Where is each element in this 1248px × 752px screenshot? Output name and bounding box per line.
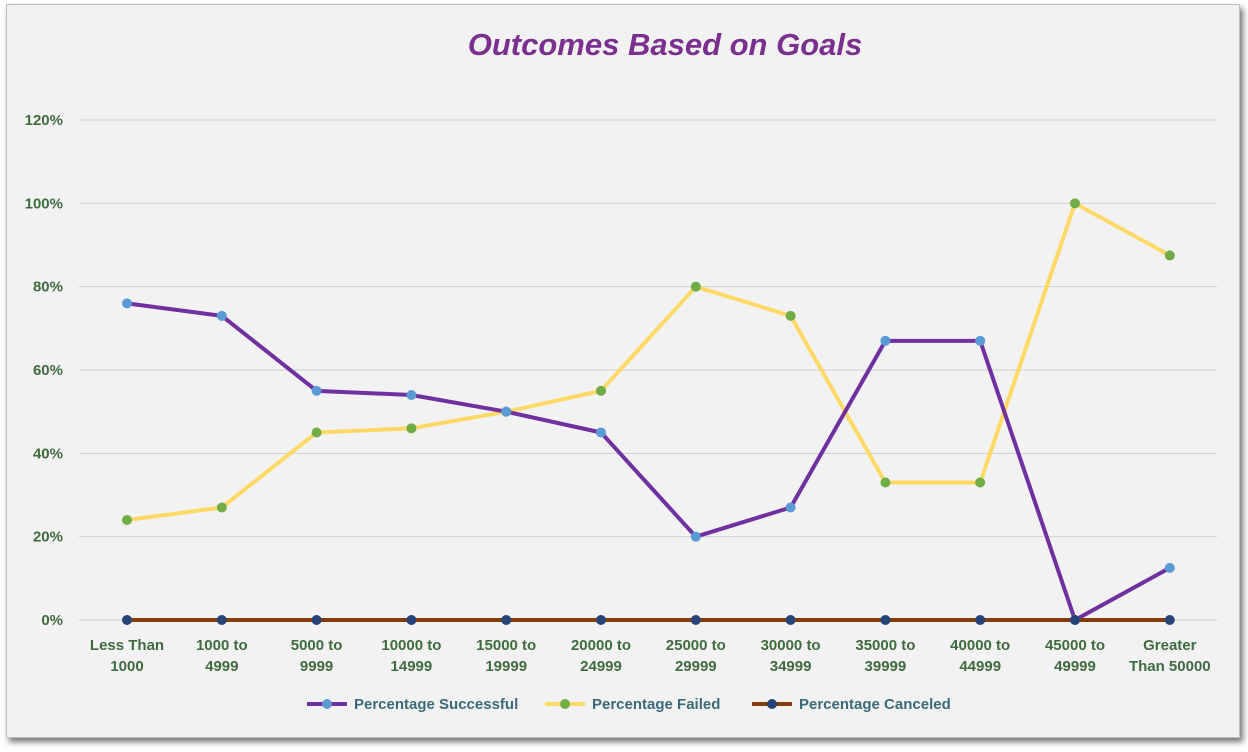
y-axis: 0% 20% 40% 60% 80% 100% 120%: [25, 112, 63, 629]
x-tick-label: 15000 to 19999: [476, 637, 536, 675]
data-point: [501, 406, 512, 417]
x-tick-label: 40000 to 44999: [950, 637, 1010, 675]
x-axis: Less Than 1000 1000 to 4999 5000 to 9999 10000…: [90, 637, 1211, 675]
x-tick-label: 20000 to 24999: [571, 637, 631, 675]
legend: Percentage Successful Percentage Failed Pe…: [307, 696, 951, 713]
data-point: [501, 615, 512, 625]
x-tick-label: 30000 to 34999: [761, 637, 821, 675]
x-tick-label: 10000 to 14999: [381, 637, 441, 675]
x-tick-label-line: 24999: [580, 658, 622, 675]
data-point: [975, 477, 986, 488]
legend-item: Percentage Successful: [307, 696, 518, 713]
x-tick-label: 25000 to 29999: [666, 637, 726, 675]
data-point: [122, 515, 132, 525]
data-point: [690, 531, 701, 542]
x-tick-label-line: 30000 to: [761, 637, 821, 654]
y-tick-label: 60%: [33, 362, 63, 379]
data-point: [406, 423, 417, 434]
data-point: [122, 615, 132, 625]
data-point: [785, 310, 796, 321]
x-tick-label: 1000 to 4999: [196, 637, 248, 675]
data-point: [880, 335, 891, 346]
data-point: [406, 390, 417, 400]
x-tick-label-line: 49999: [1054, 658, 1096, 675]
x-tick-label-line: 29999: [675, 658, 717, 675]
data-point: [1164, 562, 1175, 573]
series-lines: [125, 201, 1172, 622]
x-tick-label-line: Than 50000: [1129, 658, 1211, 675]
data-point: [596, 615, 606, 625]
data-point: [690, 615, 701, 625]
x-tick-label-line: 10000 to: [381, 637, 441, 654]
x-tick-label-line: 39999: [865, 658, 907, 675]
x-tick-label-line: 15000 to: [476, 637, 536, 654]
y-tick-label: 120%: [25, 112, 63, 129]
data-point: [1070, 198, 1080, 209]
data-point: [1164, 615, 1175, 625]
gridlines: [79, 119, 1217, 621]
data-point: [880, 615, 891, 625]
x-tick-label: 45000 to 49999: [1045, 637, 1105, 675]
data-point: [880, 477, 891, 488]
x-tick-label-line: 9999: [300, 658, 333, 675]
x-tick-label-line: 45000 to: [1045, 637, 1105, 654]
data-point: [975, 335, 986, 346]
x-tick-label-line: 19999: [485, 658, 527, 675]
x-tick-label-line: 20000 to: [571, 637, 631, 654]
data-point: [596, 385, 606, 396]
data-point: [311, 385, 322, 396]
legend-label: Percentage Failed: [592, 696, 720, 713]
x-tick-label-line: Less Than: [90, 637, 164, 654]
legend-marker: [560, 699, 570, 709]
x-tick-label-line: 40000 to: [950, 637, 1010, 654]
x-tick-label-line: 14999: [391, 658, 433, 675]
y-tick-label: 80%: [33, 279, 63, 296]
y-tick-label: 20%: [33, 529, 63, 546]
series-line-1: [125, 201, 1172, 522]
chart-frame: Outcomes Based on Goals 0% 20% 40% 60% 80% 10…: [6, 4, 1240, 738]
series-markers: [122, 198, 1175, 625]
y-tick-label: 40%: [33, 445, 63, 462]
x-tick-label: Less Than 1000: [90, 637, 164, 675]
data-point: [216, 310, 227, 321]
data-point: [690, 281, 701, 292]
data-point: [1164, 250, 1175, 261]
data-point: [406, 615, 417, 625]
legend-item: Percentage Failed: [545, 696, 720, 713]
data-point: [975, 615, 986, 625]
x-tick-label: 35000 to 39999: [855, 637, 915, 675]
x-tick-label-line: 1000: [110, 658, 143, 675]
series-line-0: [125, 301, 1172, 622]
y-tick-label: 0%: [41, 612, 63, 629]
legend-label: Percentage Successful: [354, 696, 518, 713]
data-point: [311, 427, 322, 438]
data-point: [596, 427, 606, 438]
x-tick-label-line: 5000 to: [291, 637, 343, 654]
x-tick-label: 5000 to 9999: [291, 637, 343, 675]
legend-marker: [322, 699, 332, 709]
legend-item: Percentage Canceled: [752, 696, 951, 713]
data-point: [122, 298, 132, 309]
data-point: [785, 502, 796, 513]
chart-title: Outcomes Based on Goals: [468, 27, 863, 62]
y-tick-label: 100%: [25, 195, 63, 212]
legend-label: Percentage Canceled: [799, 696, 951, 713]
x-tick-label: Greater Than 50000: [1129, 637, 1211, 675]
legend-marker: [767, 699, 777, 709]
data-point: [216, 615, 227, 625]
x-tick-label-line: 25000 to: [666, 637, 726, 654]
x-tick-label-line: Greater: [1143, 637, 1197, 654]
x-tick-label-line: 35000 to: [855, 637, 915, 654]
line-chart: Outcomes Based on Goals 0% 20% 40% 60% 80% 10…: [25, 27, 1217, 713]
data-point: [785, 615, 796, 625]
data-point: [216, 502, 227, 513]
x-tick-label-line: 1000 to: [196, 637, 248, 654]
data-point: [1070, 615, 1080, 625]
data-point: [311, 615, 322, 625]
x-tick-label-line: 44999: [959, 658, 1001, 675]
x-tick-label-line: 4999: [205, 658, 238, 675]
x-tick-label-line: 34999: [770, 658, 812, 675]
